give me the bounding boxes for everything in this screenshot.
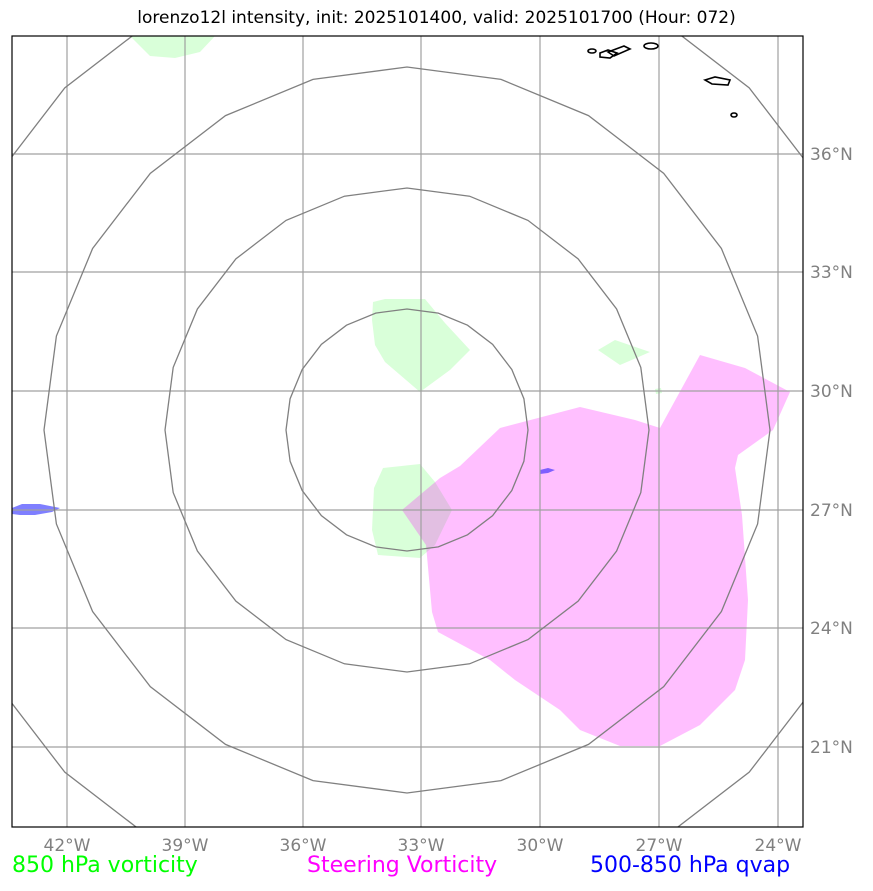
qvap-patch-center bbox=[540, 468, 555, 474]
lat-label: 24°N bbox=[810, 619, 853, 639]
lat-label: 33°N bbox=[810, 263, 853, 283]
lat-label: 27°N bbox=[810, 501, 853, 521]
lon-label: 39°W bbox=[162, 836, 209, 856]
vorticity-patch-north bbox=[130, 36, 215, 58]
island-graciosa bbox=[643, 42, 659, 50]
island-sao-miguel bbox=[702, 76, 732, 86]
lat-label: 30°N bbox=[810, 382, 853, 402]
range-ring bbox=[285, 308, 529, 552]
latitude-labels: 36°N 33°N 30°N 27°N 24°N 21°N bbox=[810, 145, 853, 758]
lon-label: 30°W bbox=[517, 836, 564, 856]
vorticity-patch-south bbox=[372, 464, 452, 558]
lon-label: 27°W bbox=[636, 836, 683, 856]
coastline-islands bbox=[587, 42, 738, 118]
lon-label: 24°W bbox=[755, 836, 802, 856]
lon-label: 42°W bbox=[44, 836, 91, 856]
lon-label: 36°W bbox=[280, 836, 327, 856]
lat-label: 21°N bbox=[810, 738, 853, 758]
longitude-labels: 42°W 39°W 36°W 33°W 30°W 27°W 24°W bbox=[44, 836, 802, 856]
steering-vorticity-region bbox=[402, 355, 790, 746]
vorticity-850-patches bbox=[130, 36, 662, 558]
island-flores bbox=[587, 48, 597, 54]
lon-label: 33°W bbox=[398, 836, 445, 856]
legend-steering-vorticity: Steering Vorticity bbox=[307, 853, 498, 878]
lat-label: 36°N bbox=[810, 145, 853, 165]
range-ring bbox=[43, 66, 771, 794]
vorticity-patch-east bbox=[598, 340, 650, 365]
map-frame bbox=[11, 35, 804, 828]
graticule bbox=[12, 36, 803, 827]
legend-qvap: 500-850 hPa qvap bbox=[590, 853, 791, 878]
legend-vorticity-850: 850 hPa vorticity bbox=[12, 853, 198, 878]
island-terceira bbox=[606, 45, 632, 57]
map-title: lorenzo12l intensity, init: 2025101400, … bbox=[137, 8, 736, 28]
range-ring bbox=[164, 187, 650, 673]
island-santa-maria bbox=[730, 112, 738, 118]
